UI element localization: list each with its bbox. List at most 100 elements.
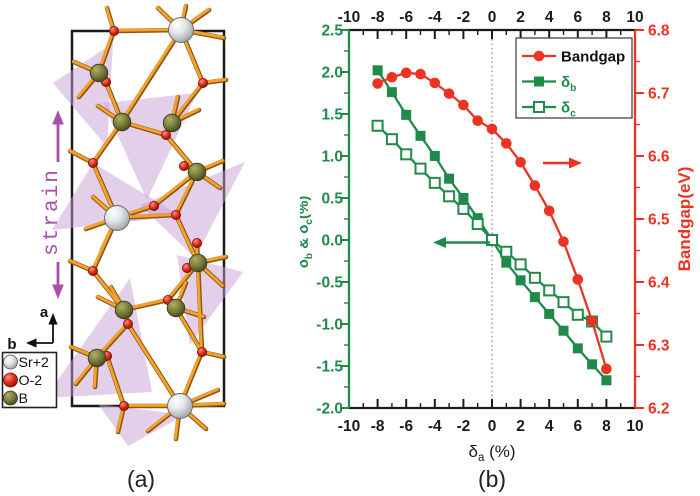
- x-tick-label-top: -2: [457, 9, 471, 26]
- data-point: [558, 325, 569, 336]
- data-point: [557, 296, 570, 309]
- atoms: [87, 17, 208, 419]
- series-delta_c: [371, 119, 613, 343]
- x-tick-label-bottom: -8: [371, 418, 385, 435]
- left-axis-arrowhead-icon: [433, 237, 446, 248]
- data-point: [472, 115, 483, 127]
- x-tick-label-top: 8: [602, 9, 611, 26]
- oxygen-atom: [197, 78, 208, 89]
- boron-atom: [89, 63, 109, 83]
- legend-label-o: O-2: [19, 373, 43, 389]
- strontium-atom: [168, 17, 194, 43]
- right-tick-label: 6.5: [648, 212, 670, 229]
- boron-atom: [188, 253, 208, 273]
- strontium-atom: [167, 393, 193, 419]
- y-axis-right: 6.8 6.7 6.6 6.5 6.4 6.3 6.2: [635, 23, 670, 418]
- strain-down-arrow-icon: [52, 284, 64, 299]
- data-point: [385, 133, 398, 146]
- legend-label-b: B: [19, 391, 28, 407]
- bond-highlight: [104, 353, 125, 407]
- bond-highlight: [195, 260, 203, 353]
- x-tick-label-bottom: -6: [399, 418, 413, 435]
- left-tick-label: -1.5: [316, 359, 343, 376]
- legend-label-sr: Sr+2: [19, 355, 49, 371]
- chart-plot-area: -10-10-8-8-6-6-4-4-2-2002244668810102.52…: [300, 9, 694, 464]
- x-tick-label-top: 6: [573, 9, 582, 26]
- left-tick-label: 2.0: [321, 65, 343, 82]
- x-tick-label-bottom: 10: [626, 418, 643, 435]
- data-point: [457, 202, 470, 215]
- data-point: [558, 236, 569, 247]
- chart-legend: Bandgap δb δc: [515, 37, 633, 120]
- data-point: [601, 375, 612, 386]
- left-tick-label: 1.0: [321, 149, 343, 166]
- left-tick-label: 1.5: [321, 107, 343, 124]
- data-point: [429, 151, 440, 161]
- bond-highlight: [151, 169, 198, 207]
- left-tick-label: 0.0: [321, 233, 343, 250]
- legend-entry-label: δc: [561, 100, 576, 120]
- data-point: [471, 218, 484, 231]
- panel-a-label: (a): [127, 466, 155, 492]
- data-point: [501, 138, 512, 149]
- data-point: [501, 257, 512, 268]
- left-axis-title: δb & δc(%): [300, 196, 315, 269]
- right-axis-arrowhead-icon: [569, 157, 582, 169]
- data-point: [429, 77, 441, 89]
- right-axis-title: Bandgap(eV): [675, 167, 694, 272]
- oxygen-atom: [119, 400, 130, 411]
- oxygen-atom: [123, 318, 134, 329]
- right-tick-label: 6.8: [648, 23, 670, 40]
- data-point: [443, 190, 456, 203]
- crystal-structure-drawing: [45, 3, 245, 446]
- oxygen-atom: [191, 237, 202, 248]
- left-tick-label: -2.0: [316, 401, 343, 418]
- data-point: [400, 67, 412, 79]
- oxygen-atom: [109, 25, 120, 36]
- axis-a-label: a: [40, 304, 49, 321]
- x-tick-label-top: -6: [399, 9, 413, 26]
- data-point: [572, 343, 583, 354]
- strain-up-arrow-icon: [52, 110, 64, 125]
- left-tick-label: -1.0: [316, 317, 343, 334]
- data-point: [543, 205, 555, 217]
- data-point: [444, 173, 455, 184]
- x-tick-label-bottom: 8: [602, 418, 611, 435]
- data-point: [443, 88, 455, 99]
- bo3-plane-triangle: [52, 163, 181, 230]
- data-point: [515, 275, 526, 286]
- boron-atom: [187, 162, 207, 182]
- oxygen-atom: [178, 160, 189, 171]
- legend-marker-icon: [534, 76, 544, 87]
- boron-atom: [87, 348, 107, 368]
- data-point: [372, 65, 383, 76]
- left-tick-label: -0.5: [316, 275, 343, 292]
- panel-a-crystal-structure: strain a b Sr+2 O-2 B (a): [1, 3, 245, 492]
- boron-atom: [114, 300, 134, 320]
- oxygen-atom: [88, 265, 99, 276]
- x-tick-label-bottom: 4: [545, 418, 554, 435]
- data-point: [372, 78, 383, 89]
- x-axis-title: δa (%): [468, 442, 515, 464]
- data-point: [587, 359, 598, 370]
- data-point: [500, 245, 513, 258]
- right-tick-label: 6.4: [648, 275, 670, 292]
- data-point: [600, 330, 613, 343]
- crystal-axes: a b: [7, 304, 58, 353]
- left-tick-label: 0.5: [321, 191, 343, 208]
- data-point: [514, 258, 527, 271]
- data-point: [543, 284, 556, 297]
- right-tick-label: 6.6: [648, 149, 670, 166]
- axis-b-label: b: [7, 336, 16, 353]
- data-point: [571, 308, 584, 321]
- x-tick-label-bottom: -10: [338, 418, 360, 435]
- data-point: [458, 193, 469, 203]
- data-point: [515, 157, 526, 168]
- right-tick-label: 6.7: [648, 86, 670, 103]
- data-point: [486, 234, 498, 246]
- data-point: [458, 99, 469, 111]
- x-tick-label-top: -4: [428, 9, 442, 26]
- right-tick-label: 6.2: [648, 401, 670, 418]
- bond-highlight: [173, 212, 199, 264]
- bond-highlight: [119, 27, 182, 123]
